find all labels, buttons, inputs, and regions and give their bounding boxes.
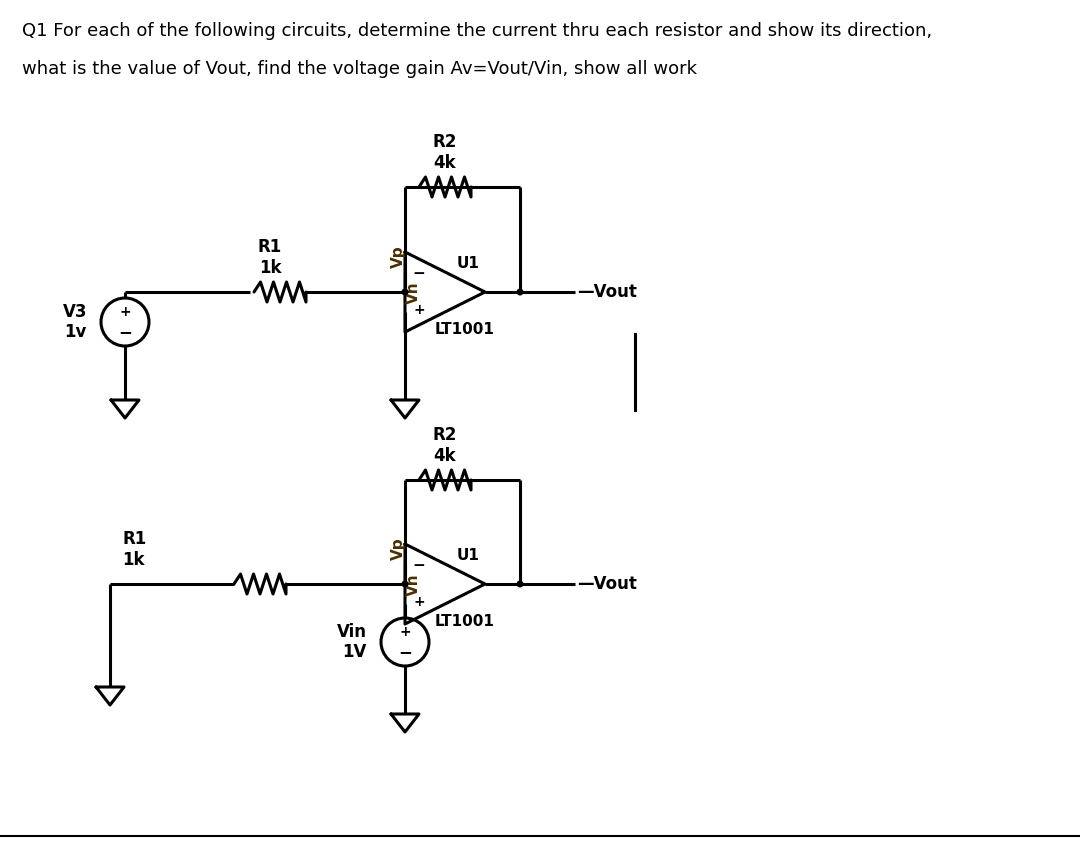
Text: +: + <box>414 595 424 609</box>
Text: Vp: Vp <box>391 245 406 268</box>
Circle shape <box>517 581 523 587</box>
Text: R1
1k: R1 1k <box>122 530 146 569</box>
Text: Vn: Vn <box>406 281 421 304</box>
Text: −: − <box>413 558 426 573</box>
Text: LT1001: LT1001 <box>435 614 495 629</box>
Text: −: − <box>118 323 132 341</box>
Text: what is the value of Vout, find the voltage gain Av=Vout/Vin, show all work: what is the value of Vout, find the volt… <box>22 60 697 78</box>
Text: R1
1k: R1 1k <box>258 238 282 277</box>
Text: +: + <box>400 625 410 639</box>
Text: Vn: Vn <box>406 573 421 596</box>
Circle shape <box>402 581 408 587</box>
Text: —Vout: —Vout <box>577 283 637 301</box>
Text: U1: U1 <box>457 548 480 563</box>
Text: Vp: Vp <box>391 537 406 560</box>
Text: R2
4k: R2 4k <box>433 426 457 465</box>
Circle shape <box>402 289 408 295</box>
Text: —Vout: —Vout <box>577 575 637 593</box>
Text: R2
4k: R2 4k <box>433 133 457 172</box>
Text: +: + <box>119 305 131 319</box>
Text: Vin
1V: Vin 1V <box>337 622 367 662</box>
Text: −: − <box>399 643 411 661</box>
Text: +: + <box>414 303 424 317</box>
Text: Q1 For each of the following circuits, determine the current thru each resistor : Q1 For each of the following circuits, d… <box>22 22 932 40</box>
Text: LT1001: LT1001 <box>435 322 495 337</box>
Text: V3
1v: V3 1v <box>63 302 87 341</box>
Text: −: − <box>413 267 426 281</box>
Circle shape <box>517 289 523 295</box>
Text: U1: U1 <box>457 256 480 271</box>
